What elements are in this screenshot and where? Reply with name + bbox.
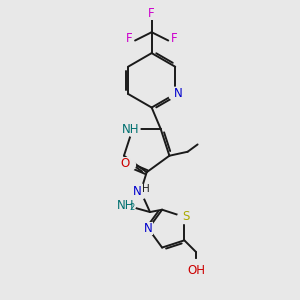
Text: NH: NH — [122, 122, 140, 136]
Text: H: H — [142, 184, 150, 194]
Circle shape — [134, 184, 148, 199]
Circle shape — [142, 223, 154, 235]
Text: F: F — [126, 32, 132, 45]
Text: NH: NH — [117, 199, 135, 212]
Text: F: F — [148, 7, 155, 20]
Circle shape — [124, 159, 135, 171]
Circle shape — [117, 196, 135, 215]
Text: N: N — [144, 222, 153, 235]
Circle shape — [189, 260, 203, 274]
Text: F: F — [171, 32, 178, 45]
Text: N: N — [133, 185, 142, 198]
Text: N: N — [173, 87, 182, 101]
Circle shape — [125, 122, 140, 136]
Text: 2: 2 — [130, 203, 135, 212]
Text: OH: OH — [187, 264, 205, 278]
Circle shape — [169, 87, 182, 101]
Circle shape — [178, 210, 191, 224]
Text: O: O — [121, 158, 130, 170]
Text: S: S — [182, 210, 189, 223]
